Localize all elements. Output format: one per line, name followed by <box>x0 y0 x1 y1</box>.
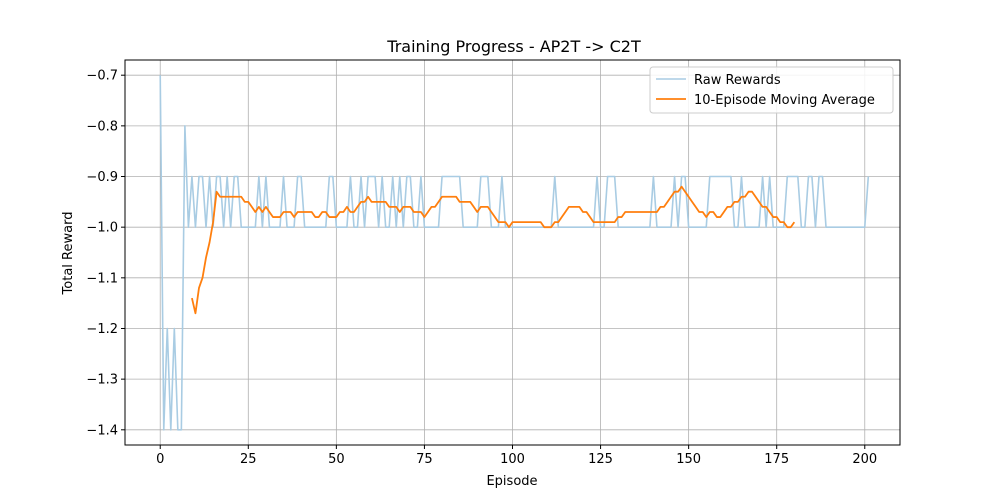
x-tick-label: 125 <box>588 452 613 467</box>
x-tick-label: 200 <box>852 452 877 467</box>
y-tick-label: −1.3 <box>86 373 118 388</box>
y-tick-label: −0.7 <box>86 69 118 84</box>
x-tick-label: 175 <box>764 452 789 467</box>
x-tick-label: 150 <box>676 452 701 467</box>
y-tick-label: −0.8 <box>86 119 118 134</box>
y-tick-label: −0.9 <box>86 170 118 185</box>
legend-label-moving-average: 10-Episode Moving Average <box>694 93 875 108</box>
chart-title: Training Progress - AP2T -> C2T <box>386 37 641 56</box>
x-tick-label: 25 <box>240 452 257 467</box>
y-axis-ticks: −0.7 −0.8 −0.9 −1.0 −1.1 −1.2 −1.3 −1.4 <box>86 69 125 438</box>
y-tick-label: −1.1 <box>86 271 118 286</box>
x-axis-label: Episode <box>486 474 537 489</box>
x-tick-label: 100 <box>500 452 525 467</box>
y-tick-label: −1.0 <box>86 221 118 236</box>
x-tick-label: 75 <box>416 452 433 467</box>
legend-label-raw-rewards: Raw Rewards <box>694 73 781 88</box>
legend: Raw Rewards 10-Episode Moving Average <box>649 66 894 114</box>
x-axis-ticks: 0 25 50 75 100 125 150 175 200 <box>156 445 877 467</box>
y-tick-label: −1.2 <box>86 322 118 337</box>
y-tick-label: −1.4 <box>86 423 118 438</box>
series-line-raw-rewards <box>159 75 870 431</box>
legend-box <box>649 66 894 114</box>
y-axis-label: Total Reward <box>61 212 76 296</box>
series-layer <box>159 75 870 431</box>
x-tick-label: 0 <box>156 452 164 467</box>
x-tick-label: 50 <box>328 452 345 467</box>
series-line-moving-average <box>191 185 796 315</box>
